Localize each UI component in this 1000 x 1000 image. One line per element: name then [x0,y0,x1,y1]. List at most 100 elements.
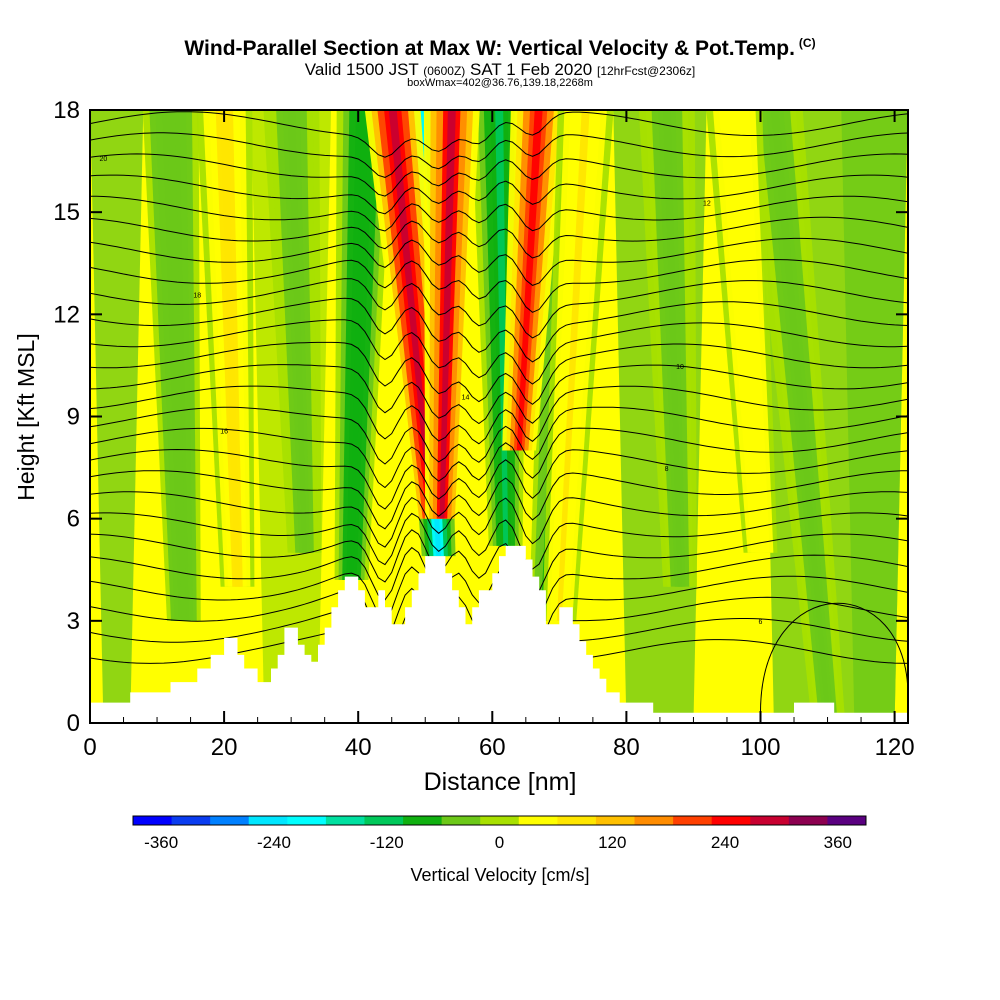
y-tick-label: 12 [53,301,80,328]
valid-time-line: Valid 1500 JST (0600Z) SAT 1 Feb 2020 [1… [0,60,1000,80]
isentrope-7 [90,258,908,313]
isentrope-4 [90,195,908,232]
colorbar-swatch-7 [403,816,443,825]
colorbar-swatch-13 [634,816,674,825]
colorbar-tick-label: -240 [257,833,291,852]
updraft-band-0-layer-4 [388,110,435,519]
colorbar-swatch-6 [364,816,404,825]
copyright-mark: (C) [798,36,816,50]
valid-date: SAT 1 Feb 2020 [470,60,593,79]
colorbar-swatch-16 [750,816,790,825]
isentrope-closed-low [759,602,908,713]
colorbar-tick-label: 0 [495,833,504,852]
colorbar-swatch-5 [325,816,365,825]
isentrope-18 [90,491,908,548]
y-tick-label: 18 [53,97,80,124]
isentrope-label-7: 6 [759,619,763,626]
colorbar-swatch-2 [210,816,250,825]
updraft-band-3-layer-4 [220,110,240,587]
isentrope-19 [90,512,908,570]
isentrope-0 [90,111,908,158]
x-tick-label: 0 [83,734,96,761]
valid-utc: (0600Z) [423,64,466,78]
colorbar-swatch-12 [595,816,636,825]
downdraft-band-7-layer-4 [770,110,830,713]
forecast-info: [12hrFcst@2306z] [596,64,696,78]
colorbar-tick-label: 360 [824,833,852,852]
downdraft-band-4-layer-4 [166,110,187,621]
broad-region-5 [841,110,908,723]
colorbar-tick-label: 240 [711,833,739,852]
isentrope-3 [90,174,908,215]
y-tick-label: 15 [53,199,80,226]
isentrope-label-1: 18 [193,292,201,299]
chart-title-text: Wind-Parallel Section at Max W: Vertical… [184,37,795,60]
colorbar-swatch-0 [133,816,173,825]
x-tick-label: 60 [479,734,506,761]
terrain-mask [90,545,908,723]
x-tick-label: 40 [345,734,372,761]
colorbar-swatch-11 [557,816,597,825]
colorbar-swatch-14 [673,816,713,825]
colorbar-swatch-4 [287,816,327,825]
isentrope-label-4: 12 [703,200,711,207]
isentrope-12 [90,364,908,425]
colorbar-tick-label: 120 [598,833,626,852]
chart-title: Wind-Parallel Section at Max W: Vertical… [0,36,1000,61]
isentrope-9 [90,297,908,363]
isentrope-14 [90,406,908,465]
isentrope-label-3: 14 [462,394,470,401]
y-tick-label: 6 [67,506,80,533]
isentrope-2 [90,153,908,197]
downdraft-band-6-layer-4 [662,110,683,587]
isentrope-label-5: 10 [676,364,684,371]
x-tick-label: 20 [211,734,238,761]
colorbar-swatch-3 [248,816,288,825]
isentrope-label-2: 16 [220,429,228,436]
colorbar-swatch-18 [827,816,867,825]
colorbar-swatch-17 [788,816,828,825]
isentrope-15 [90,427,908,489]
x-tick-label: 100 [740,734,780,761]
isentrope-label-6: 8 [665,466,669,473]
updraft-band-4-layer-4 [730,110,763,553]
x-tick-label: 120 [875,734,915,761]
x-tick-label: 80 [613,734,640,761]
colorbar-swatch-10 [518,816,558,825]
isentrope-1 [90,132,908,178]
isentrope-13 [90,385,908,445]
axes: 0 20 40 60 80 100 120 0 3 6 9 12 15 18 [53,97,914,761]
isentrope-8 [90,278,908,339]
colorbar-frame [132,815,867,826]
colorbar-swatch-15 [711,816,751,825]
colorbar-swatch-9 [480,816,520,825]
y-tick-label: 3 [67,608,80,635]
y-tick-label: 0 [67,710,80,737]
isentrope-5 [90,216,908,259]
valid-time: Valid 1500 JST [304,60,419,79]
colorbar-tick-label: -360 [144,833,178,852]
isentrope-10 [90,319,908,385]
isentrope-16 [90,448,908,510]
updraft-band-2-layer-4 [516,110,543,451]
updraft-band-5-layer-4 [556,110,590,621]
colorbar-swatch-1 [171,816,211,825]
colorbar-swatch-8 [441,816,481,825]
y-tick-label: 9 [67,404,80,431]
colorbar-tick-label: -120 [370,833,404,852]
isentrope-11 [90,341,908,405]
plot-area: 20 18 16 14 12 10 8 6 [90,110,908,723]
isentrope-20 [90,529,908,597]
isentrope-label-0: 20 [100,156,108,163]
isentrope-17 [90,470,908,530]
downdraft-band-5-layer-4 [287,110,307,553]
colorbar-label: Vertical Velocity [cm/s] [410,865,589,885]
box-wmax-info: boxWmax=402@36.76,139.18,2268m [407,77,593,89]
broad-region-4 [90,110,144,723]
y-axis-label: Height [Kft MSL] [13,333,39,500]
isentrope-6 [90,237,908,286]
x-axis-label: Distance [nm] [424,768,577,796]
colorbar: -360 -240 -120 0 120 240 360 [132,815,867,852]
downdraft-band-3-layer-4 [349,110,369,580]
